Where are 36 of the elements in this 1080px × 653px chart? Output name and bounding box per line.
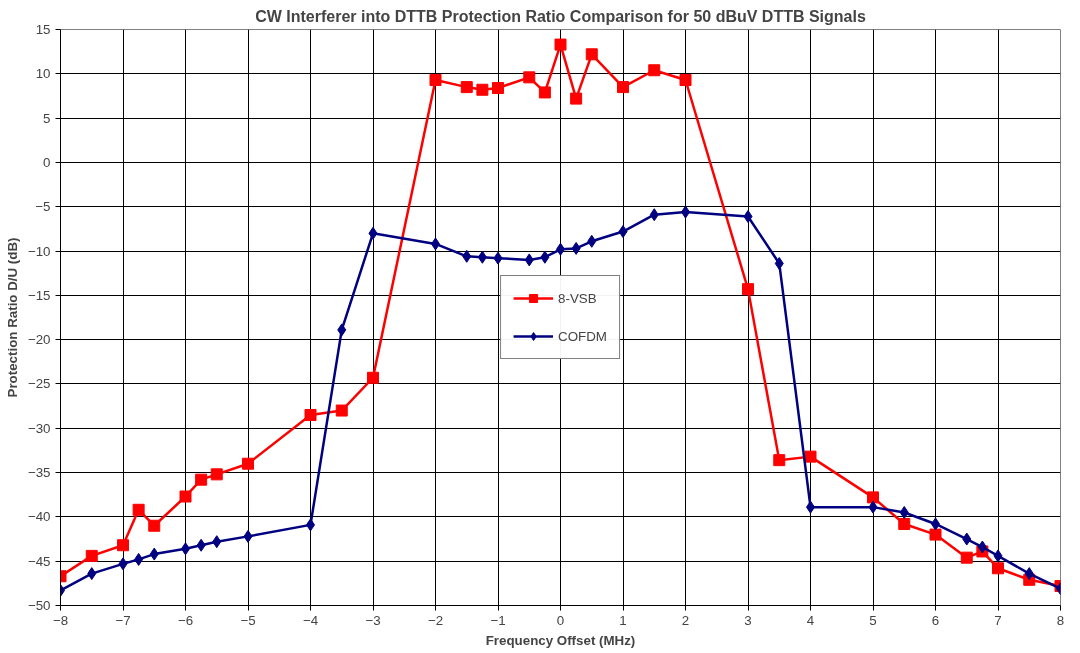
x-tick-label: −1	[490, 612, 506, 628]
y-tick-label: 0	[43, 154, 51, 170]
y-tick-label: −40	[27, 509, 51, 525]
y-tick-label: −35	[27, 465, 51, 481]
x-axis-title: Frequency Offset (MHz)	[485, 632, 636, 648]
y-tick-label: −25	[27, 376, 51, 392]
x-tick-label: 4	[806, 612, 815, 628]
y-tick-label: 15	[35, 22, 51, 37]
x-tick-label: 1	[619, 612, 627, 628]
x-tick-label: −8	[52, 612, 69, 628]
x-tick-label: −4	[302, 612, 319, 628]
x-tick-label: −3	[365, 612, 381, 628]
x-tick-label: −2	[427, 612, 444, 628]
legend-label: 8-VSB	[558, 290, 597, 306]
x-tick-label: −7	[115, 612, 131, 628]
x-tick-label: 5	[869, 612, 877, 628]
y-tick-label: 5	[43, 110, 51, 126]
x-tick-label: 3	[744, 612, 752, 628]
x-tick-label: 6	[931, 612, 940, 628]
y-tick-label: −45	[27, 553, 51, 569]
y-axis-title: Protection Ratio D/U (dB)	[4, 237, 20, 398]
y-tick-label: −20	[27, 332, 51, 348]
y-tick-label: −10	[27, 243, 51, 259]
y-tick-label: −30	[27, 420, 51, 436]
y-tick-label: 10	[35, 66, 51, 82]
x-tick-label: −6	[177, 612, 194, 628]
y-tick-label: −5	[35, 199, 51, 215]
y-tick-label: −15	[27, 287, 51, 303]
x-tick-label: −5	[240, 612, 256, 628]
x-tick-label: 7	[994, 612, 1002, 628]
x-tick-label: 0	[556, 612, 565, 628]
y-tick-label: −50	[27, 598, 51, 613]
x-tick-label: 8	[1056, 612, 1065, 628]
legend-label: COFDM	[558, 328, 607, 344]
chart-title: CW Interferer into DTTB Protection Ratio Comparison for 50 dBuV DTTB Signals	[255, 7, 866, 25]
x-tick-label: 2	[681, 612, 690, 628]
